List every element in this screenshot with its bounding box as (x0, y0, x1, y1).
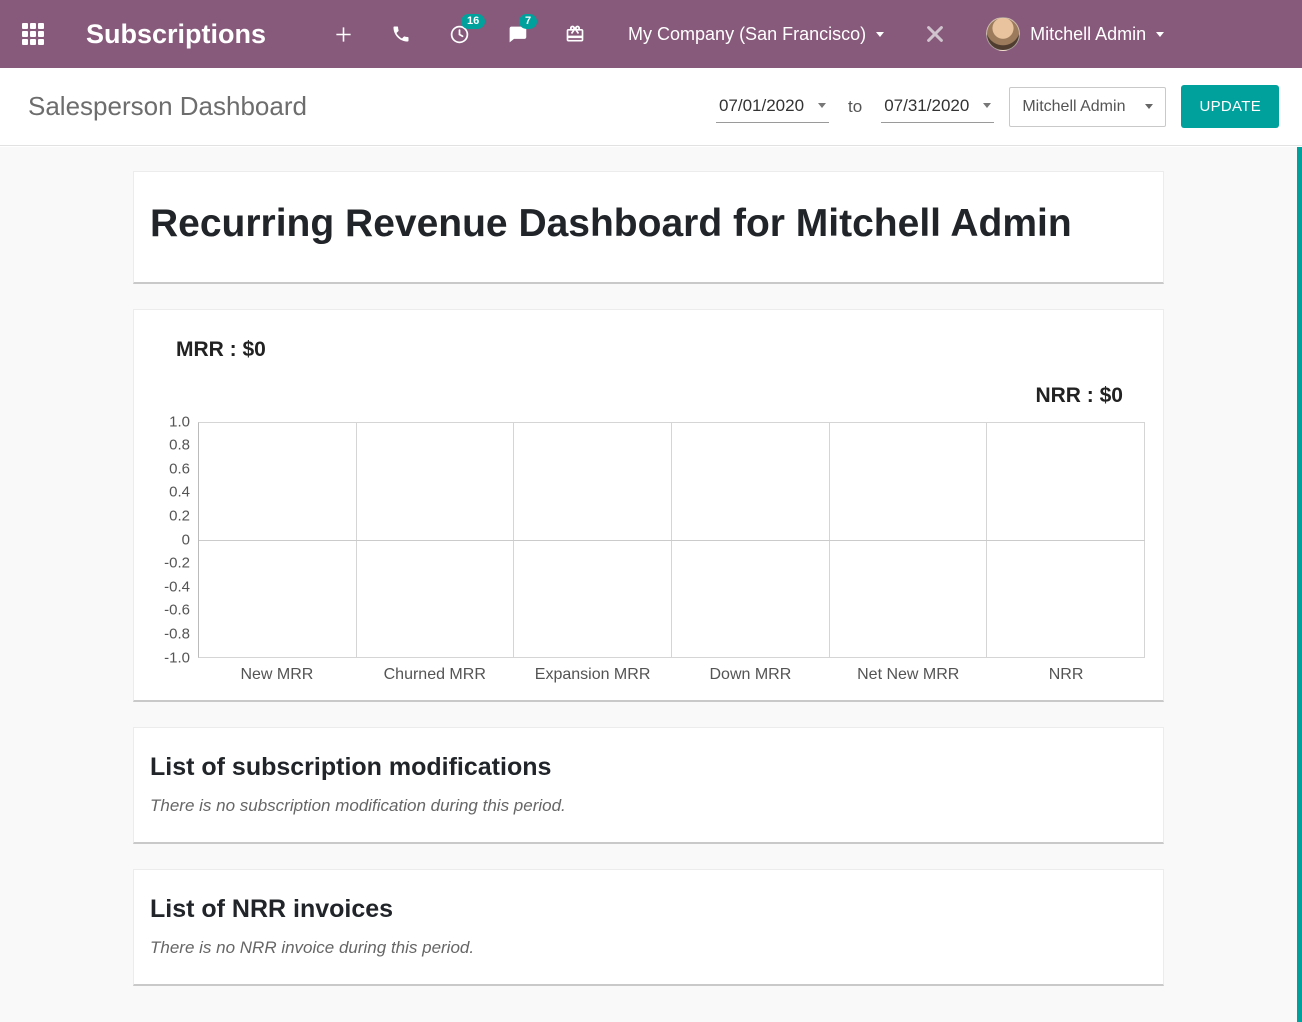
y-tick: -0.8 (164, 625, 190, 642)
x-category-label: Net New MRR (829, 666, 987, 684)
y-tick: -0.2 (164, 555, 190, 572)
app-title[interactable]: Subscriptions (86, 19, 266, 50)
dashboard-heading: Recurring Revenue Dashboard for Mitchell… (150, 197, 1080, 252)
chevron-down-icon (1156, 32, 1164, 37)
apps-grid-icon[interactable] (20, 21, 46, 47)
page-title: Salesperson Dashboard (28, 91, 716, 122)
activities-badge[interactable]: 16 (461, 14, 485, 29)
phone-icon[interactable] (390, 23, 412, 45)
update-button[interactable]: UPDATE (1181, 85, 1279, 128)
section-empty-message: There is no subscription modification du… (150, 796, 1147, 816)
user-name: Mitchell Admin (1030, 24, 1146, 45)
salesperson-value: Mitchell Admin (1022, 98, 1125, 116)
y-tick: -0.6 (164, 602, 190, 619)
mrr-chart-card: MRR : $0 NRR : $0 1.0 0.8 0.6 0.4 0.2 0 … (133, 309, 1164, 702)
salesperson-select[interactable]: Mitchell Admin (1009, 87, 1166, 127)
chart-y-axis: 1.0 0.8 0.6 0.4 0.2 0 -0.2 -0.4 -0.6 -0.… (153, 422, 198, 658)
user-menu[interactable]: Mitchell Admin (986, 17, 1164, 51)
x-category-label: NRR (987, 666, 1145, 684)
dashboard-heading-card: Recurring Revenue Dashboard for Mitchell… (133, 171, 1164, 284)
chart-plot-area (198, 422, 1145, 658)
to-label: to (844, 97, 866, 117)
control-panel: Salesperson Dashboard 07/01/2020 to 07/3… (0, 68, 1302, 146)
subscription-modifications-card: List of subscription modifications There… (133, 727, 1164, 844)
x-category-label: Expansion MRR (514, 666, 672, 684)
y-tick: 0.6 (169, 460, 190, 477)
user-avatar (986, 17, 1020, 51)
y-tick: 0.8 (169, 437, 190, 454)
chevron-down-icon (818, 103, 826, 108)
messages-badge[interactable]: 7 (519, 14, 537, 29)
chart-zero-line (199, 540, 1145, 541)
x-category-label: Churned MRR (356, 666, 514, 684)
x-category-label: Down MRR (671, 666, 829, 684)
mrr-summary: MRR : $0 (176, 338, 1163, 362)
section-title: List of subscription modifications (150, 753, 1147, 782)
nrr-invoices-card: List of NRR invoices There is no NRR inv… (133, 869, 1164, 986)
date-from-value: 07/01/2020 (719, 96, 804, 116)
y-tick: -1.0 (164, 649, 190, 666)
developer-tools-icon[interactable] (924, 23, 946, 45)
navbar-icons: 16 7 (332, 23, 586, 45)
main-content: Recurring Revenue Dashboard for Mitchell… (0, 147, 1302, 1022)
y-tick: 0 (182, 531, 190, 548)
date-to-field[interactable]: 07/31/2020 (881, 91, 994, 123)
y-tick: 0.4 (169, 484, 190, 501)
chevron-down-icon (1145, 104, 1153, 109)
chevron-down-icon (876, 32, 884, 37)
activities-clock-icon[interactable]: 16 (448, 23, 470, 45)
chevron-down-icon (983, 103, 991, 108)
section-title: List of NRR invoices (150, 895, 1147, 924)
revenue-chart[interactable]: 1.0 0.8 0.6 0.4 0.2 0 -0.2 -0.4 -0.6 -0.… (153, 422, 1145, 658)
company-selector[interactable]: My Company (San Francisco) (628, 24, 884, 45)
y-tick: -0.4 (164, 578, 190, 595)
chart-x-axis: New MRR Churned MRR Expansion MRR Down M… (198, 658, 1145, 700)
x-category-label: New MRR (198, 666, 356, 684)
messages-chat-icon[interactable]: 7 (506, 23, 528, 45)
company-name: My Company (San Francisco) (628, 24, 866, 45)
filter-controls: 07/01/2020 to 07/31/2020 Mitchell Admin … (716, 85, 1279, 128)
gift-icon[interactable] (564, 23, 586, 45)
date-to-value: 07/31/2020 (884, 96, 969, 116)
section-empty-message: There is no NRR invoice during this peri… (150, 938, 1147, 958)
y-tick: 1.0 (169, 413, 190, 430)
date-from-field[interactable]: 07/01/2020 (716, 91, 829, 123)
top-navbar: Subscriptions 16 7 My Company (San Franc… (0, 0, 1302, 68)
nrr-summary: NRR : $0 (134, 384, 1123, 408)
plus-icon[interactable] (332, 23, 354, 45)
y-tick: 0.2 (169, 507, 190, 524)
